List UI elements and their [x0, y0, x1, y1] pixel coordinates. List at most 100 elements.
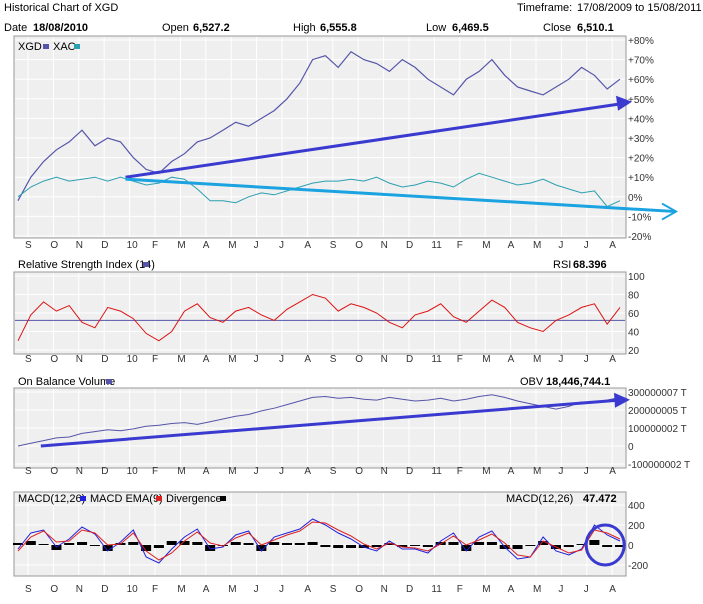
- series-line-obv: [17, 394, 621, 447]
- macd-readout-label: MACD(12,26): [506, 493, 573, 505]
- obv-legend-swatch: [106, 379, 112, 384]
- month-tick-label: F: [457, 354, 463, 365]
- month-tick-label: O: [50, 466, 58, 477]
- month-tick-label: O: [355, 466, 363, 477]
- month-tick-label: S: [25, 584, 32, 595]
- month-tick-label: M: [177, 240, 185, 251]
- divergence-bar: [25, 541, 36, 545]
- y-tick-label: 40: [628, 328, 640, 339]
- divergence-bar: [397, 545, 408, 547]
- legend-xgd-label: XGD: [18, 41, 42, 53]
- divergence-bar: [128, 542, 139, 545]
- month-tick-label: A: [203, 240, 210, 251]
- y-tick-label: 200: [628, 521, 645, 532]
- month-tick-label: S: [330, 240, 337, 251]
- rsi-readout-value: 68.396: [573, 259, 607, 271]
- month-tick-label: N: [76, 466, 83, 477]
- month-tick-label: 11: [431, 584, 442, 595]
- open-value: 6,527.2: [193, 22, 230, 34]
- divergence-bar: [512, 545, 523, 549]
- month-tick-label: 11: [431, 354, 442, 365]
- divergence-bar: [371, 545, 382, 547]
- month-tick-label: F: [457, 466, 463, 477]
- month-tick-label: 10: [127, 584, 139, 595]
- chart-title: Historical Chart of XGD: [4, 2, 119, 14]
- divergence-bar: [256, 545, 267, 551]
- month-tick-label: S: [25, 240, 32, 251]
- y-tick-label: +70%: [628, 56, 654, 67]
- month-tick-label: A: [609, 354, 616, 365]
- month-tick-label: 10: [127, 466, 139, 477]
- month-tick-label: 10: [127, 354, 139, 365]
- month-tick-label: A: [203, 354, 210, 365]
- month-tick-label: J: [254, 354, 259, 365]
- month-tick-label: F: [457, 584, 463, 595]
- rsi-legend-swatch: [143, 262, 149, 267]
- date-value: 18/08/2010: [33, 22, 89, 34]
- obv-title: On Balance Volume: [18, 376, 115, 388]
- month-tick-label: J: [584, 466, 589, 477]
- obv-readout-value: 18,446,744.1: [546, 376, 610, 388]
- high-label: High: [293, 22, 316, 34]
- y-tick-label: +10%: [628, 173, 654, 184]
- series-line-rsi: [17, 293, 621, 342]
- series-line-xao: [17, 172, 621, 208]
- month-tick-label: D: [101, 354, 108, 365]
- month-tick-label: M: [482, 466, 490, 477]
- month-tick-label: J: [254, 584, 259, 595]
- month-tick-label: M: [533, 584, 541, 595]
- month-tick-label: N: [76, 584, 83, 595]
- divergence-bar: [614, 545, 626, 547]
- legend-xao-label: XAO: [53, 41, 77, 53]
- divergence-bar: [525, 545, 536, 546]
- month-tick-label: F: [457, 240, 463, 251]
- divergence-bar: [64, 543, 75, 545]
- panel-frame-4: [13, 491, 627, 577]
- y-tick-label: +80%: [628, 36, 654, 47]
- divergence-bar: [230, 542, 241, 545]
- divergence-bar: [192, 542, 203, 545]
- month-tick-label: J: [584, 354, 589, 365]
- y-tick-label: +20%: [628, 154, 654, 165]
- month-tick-label: A: [304, 240, 311, 251]
- y-tick-label: 80: [628, 291, 640, 302]
- divergence-bar: [448, 542, 459, 545]
- month-tick-label: S: [25, 354, 32, 365]
- month-tick-label: M: [228, 354, 236, 365]
- legend-ema-swatch: [156, 496, 162, 501]
- month-tick-label: A: [508, 240, 515, 251]
- month-tick-label: O: [50, 354, 58, 365]
- legend-divergence-label: Divergence: [166, 493, 222, 505]
- y-tick-label: 100000002 T: [628, 424, 687, 435]
- y-tick-label: -200: [628, 561, 648, 572]
- close-value: 6,510.1: [577, 22, 614, 34]
- month-tick-label: D: [406, 240, 413, 251]
- timeframe-value: 17/08/2009 to 15/08/2011: [577, 2, 702, 14]
- divergence-bar: [89, 545, 100, 546]
- month-tick-label: O: [355, 240, 363, 251]
- month-tick-label: M: [533, 240, 541, 251]
- divergence-bar: [281, 543, 292, 545]
- month-tick-label: S: [330, 354, 337, 365]
- divergence-bar: [179, 541, 190, 545]
- obv-readout-label: OBV: [520, 376, 544, 388]
- rsi-title: Relative Strength Index (14): [18, 259, 155, 271]
- month-tick-label: J: [584, 240, 589, 251]
- month-tick-label: N: [381, 240, 388, 251]
- month-tick-label: 10: [127, 240, 139, 251]
- divergence-bar: [141, 545, 152, 551]
- month-tick-label: M: [228, 466, 236, 477]
- divergence-bar: [410, 545, 421, 546]
- month-tick-label: J: [584, 584, 589, 595]
- divergence-bar: [38, 544, 49, 545]
- month-tick-label: J: [558, 584, 563, 595]
- month-tick-label: D: [406, 466, 413, 477]
- month-tick-label: M: [533, 466, 541, 477]
- date-label: Date: [4, 22, 28, 34]
- month-tick-label: D: [406, 354, 413, 365]
- low-label: Low: [426, 22, 447, 34]
- divergence-bar: [153, 545, 164, 548]
- month-tick-label: M: [228, 584, 236, 595]
- divergence-bar: [243, 543, 254, 545]
- divergence-bar: [589, 540, 600, 545]
